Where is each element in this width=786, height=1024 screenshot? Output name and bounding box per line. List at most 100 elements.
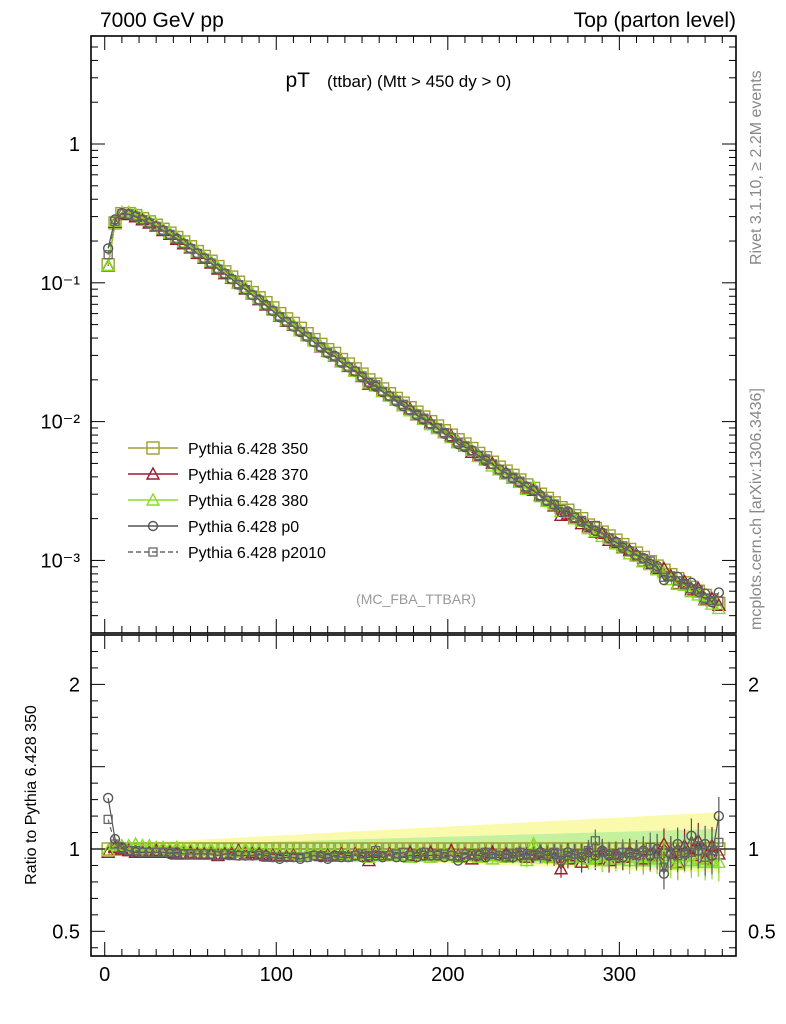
ratio-point-p2010 xyxy=(391,849,401,859)
ratio-point-p2010 xyxy=(103,814,113,825)
ratio-point-p2010 xyxy=(583,845,594,856)
point-p2010 xyxy=(707,595,717,606)
legend-item-s380: Pythia 6.428 380 xyxy=(128,492,308,510)
ratio-point-s370 xyxy=(553,861,569,875)
ratio-point-p2010 xyxy=(199,849,209,859)
ratio-point-p2010 xyxy=(302,852,312,862)
analysis-label: (MC_FBA_TTBAR) xyxy=(356,591,476,607)
point-p2010 xyxy=(432,423,443,433)
ratio-point-p2010 xyxy=(364,850,374,861)
ratio-ytick-label-left: 0.5 xyxy=(52,921,80,943)
point-p2010 xyxy=(220,269,230,279)
point-p2010 xyxy=(316,342,326,352)
xtick-label: 100 xyxy=(260,964,293,986)
point-p2010 xyxy=(178,239,189,249)
point-p2010 xyxy=(124,209,134,219)
ratio-point-p2010 xyxy=(673,850,683,861)
ratio-point-p2010 xyxy=(261,852,271,862)
point-p2010 xyxy=(528,485,539,495)
ratio-point-p2010 xyxy=(528,849,539,859)
ratio-point-p2010 xyxy=(515,847,525,857)
point-s350 xyxy=(341,357,356,371)
ratio-point-p2010 xyxy=(316,850,326,861)
xtick-label: 0 xyxy=(99,964,110,986)
main-ytick-label: 10⁻³ xyxy=(41,550,81,572)
ratio-point-p2010 xyxy=(666,847,676,857)
ratio-point-p2010 xyxy=(137,847,148,857)
ratio-point-p2010 xyxy=(480,847,491,857)
point-p2010 xyxy=(364,377,374,387)
ratio-point-p2010 xyxy=(254,850,264,861)
point-p2010 xyxy=(117,208,127,219)
ratio-point-p2010 xyxy=(227,850,237,861)
ratio-point-p2010 xyxy=(206,849,216,859)
point-p2010 xyxy=(604,533,614,543)
legend-item-s370: Pythia 6.428 370 xyxy=(128,466,308,484)
point-s350 xyxy=(451,433,465,447)
ratio-point-p2010 xyxy=(412,849,422,859)
ratio-point-p2010 xyxy=(419,847,429,857)
legend-marker-s370 xyxy=(145,466,161,480)
ratio-point-p2010 xyxy=(240,850,251,861)
ratio-point-s380 xyxy=(128,836,143,850)
legend-label-s380: Pythia 6.428 380 xyxy=(188,493,308,510)
ratio-point-p2010 xyxy=(124,845,134,856)
ratio-point-p2010 xyxy=(638,847,649,857)
point-p2010 xyxy=(631,550,642,561)
point-p2010 xyxy=(652,563,662,573)
ratio-ytick-label-right: 2 xyxy=(748,674,759,696)
ratio-ytick-label-right: 1 xyxy=(748,839,759,861)
main-panel: 10⁻³ 10⁻² 10⁻¹ 1 xyxy=(41,35,737,634)
series-main-p2010 xyxy=(103,208,724,606)
point-p2010 xyxy=(446,432,456,443)
point-p2010 xyxy=(295,326,305,337)
point-p2010 xyxy=(501,469,511,479)
main-ytick-label: 1 xyxy=(69,134,80,156)
point-p2010 xyxy=(700,593,710,604)
mcplots-label: mcplots.cern.ch [arXiv:1306.3436] xyxy=(748,388,765,630)
legend-label-p2010: Pythia 6.428 p2010 xyxy=(188,545,326,562)
ratio-point-p2010 xyxy=(487,849,498,859)
legend-marker-p2010 xyxy=(148,547,158,557)
ratio-point-p2010 xyxy=(570,849,580,859)
ratio-point-p2010 xyxy=(446,850,456,861)
point-p2010 xyxy=(556,504,566,515)
main-ytick-label: 10⁻¹ xyxy=(41,273,81,295)
point-p2010 xyxy=(439,427,450,438)
header-left: 7000 GeV pp xyxy=(100,9,224,32)
ratio-point-p2010 xyxy=(563,850,573,861)
point-p2010 xyxy=(549,499,559,509)
legend-label-s350: Pythia 6.428 350 xyxy=(188,441,308,458)
ratio-point-s380 xyxy=(711,854,727,868)
point-p2010 xyxy=(213,264,223,274)
header-right: Top (parton level) xyxy=(574,9,736,32)
ratio-point-p2010 xyxy=(247,850,257,861)
point-p2010 xyxy=(275,312,285,322)
ratio-point-p2010 xyxy=(652,849,662,859)
point-p2010 xyxy=(247,290,257,300)
main-frame xyxy=(90,35,737,634)
ratio-point-p2010 xyxy=(624,849,635,859)
plot-title-main: pT xyxy=(285,69,310,92)
ratio-point-p2010 xyxy=(165,847,175,857)
point-p2010 xyxy=(714,596,724,606)
point-p2010 xyxy=(693,585,703,595)
ratio-point-p2010 xyxy=(590,836,600,846)
point-p2010 xyxy=(480,454,491,464)
point-p2010 xyxy=(254,295,264,305)
ratio-point-p2010 xyxy=(384,850,395,861)
ratio-point-p2010 xyxy=(508,849,518,859)
ratio-point-p2010 xyxy=(288,852,299,862)
ratio-point-p2010 xyxy=(439,849,450,859)
point-p2010 xyxy=(638,554,649,564)
xtick-label: 200 xyxy=(431,964,464,986)
point-p2010 xyxy=(268,306,278,316)
point-p2010 xyxy=(302,332,312,342)
ratio-point-s380 xyxy=(135,838,150,852)
point-p2010 xyxy=(192,248,203,259)
point-s380 xyxy=(711,600,727,615)
point-p2010 xyxy=(377,386,388,397)
point-p2010 xyxy=(398,399,408,409)
ratio-point-p2010 xyxy=(336,850,347,861)
